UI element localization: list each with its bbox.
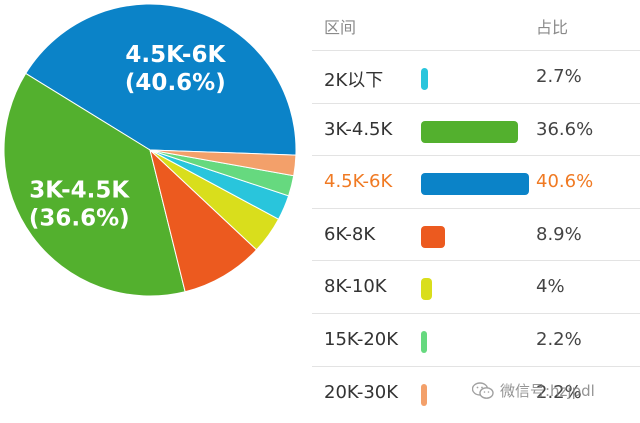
pie-slice-20k-30k bbox=[149, 149, 297, 177]
row-share-value: 2.2% bbox=[536, 381, 582, 403]
slice-label-1: 3K-4.5K bbox=[29, 178, 130, 204]
slice-label-0: 4.5K-6K bbox=[125, 42, 226, 68]
row-range-label: 3K-4.5K bbox=[324, 118, 393, 140]
watermark-text: 微信号:hzjpdl bbox=[500, 382, 595, 400]
row-share-value: 36.6% bbox=[536, 118, 594, 140]
header-share: 占比 bbox=[536, 18, 569, 37]
row-share-bar bbox=[421, 225, 445, 248]
row-share-value: 8.9% bbox=[536, 223, 582, 245]
table-row: 8K-10K 4% bbox=[312, 260, 640, 313]
watermark: 微信号:hzjpdl bbox=[472, 380, 595, 401]
pie-slice-6k-8k bbox=[149, 148, 258, 293]
row-range-label: 2K以下 bbox=[324, 70, 384, 91]
table-row: 3K-4.5K 36.6% bbox=[312, 102, 640, 156]
row-share-bar bbox=[421, 383, 427, 406]
row-share-value: 4% bbox=[536, 276, 565, 298]
pie-slice-3k-4.5k bbox=[3, 72, 186, 297]
row-share-bar bbox=[421, 278, 432, 301]
row-range-label: 20K-30K bbox=[324, 381, 399, 403]
header-range: 区间 bbox=[324, 18, 357, 37]
row-share-bar bbox=[421, 173, 529, 196]
row-share-bar bbox=[421, 120, 519, 143]
row-range-label: 4.5K-6K bbox=[324, 171, 393, 193]
pie-slice-4.5k-6k bbox=[24, 3, 297, 156]
table-row: 6K-8K 8.9% bbox=[312, 207, 640, 261]
row-share-value: 40.6% bbox=[536, 171, 594, 193]
row-share-bar bbox=[421, 68, 429, 90]
wechat-icon bbox=[472, 381, 494, 399]
row-share-value: 2.7% bbox=[536, 66, 582, 87]
row-range-label: 15K-20K bbox=[324, 329, 399, 350]
row-share-value: 2.2% bbox=[536, 329, 582, 350]
pie-chart-container: 4.5K-6K (40.6%) 3K-4.5K (36.6%) bbox=[0, 0, 300, 300]
table-row: 20K-30K 2.2% bbox=[312, 365, 640, 419]
table-row: 15K-20K 2.2% bbox=[312, 313, 640, 366]
pie-chart: 4.5K-6K(40.6%) 3K-4.5K(36.6%) bbox=[3, 3, 297, 297]
row-range-label: 8K-10K bbox=[324, 276, 387, 298]
table-row: 2K以下 2.7% bbox=[312, 50, 640, 103]
slice-percent-1: (36.6%) bbox=[29, 206, 130, 232]
row-share-bar bbox=[421, 331, 427, 353]
table-row: 4.5K-6K 40.6% bbox=[312, 155, 640, 208]
row-range-label: 6K-8K bbox=[324, 223, 376, 245]
slice-percent-0: (40.6%) bbox=[125, 70, 226, 96]
legend-table: 区间 占比 2K以下 2.7% 3K-4.5K 36.6% 4.5K-6K 40.6% 6K… bbox=[312, 0, 640, 423]
